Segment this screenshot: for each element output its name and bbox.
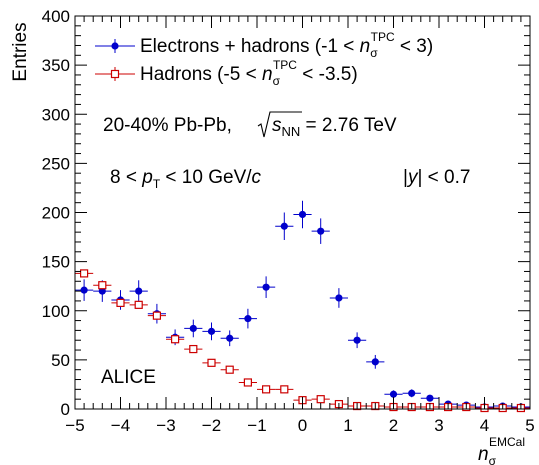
data-point [166, 335, 185, 344]
point-marker [226, 334, 234, 342]
data-point [202, 322, 221, 341]
y-tick-label: 300 [42, 105, 70, 124]
point-marker [207, 327, 216, 335]
data-point [402, 389, 421, 398]
point-marker [262, 385, 271, 394]
experiment-label: ALICE [101, 367, 156, 388]
sqrt-sign [257, 111, 302, 138]
data-point [184, 319, 203, 338]
y-tick-label: 0 [61, 400, 70, 419]
point-marker [317, 227, 325, 235]
x-tick-label: 0 [298, 416, 307, 435]
x-tick-label: 4 [480, 416, 489, 435]
legend-marker-square [110, 69, 120, 79]
legend-marker-circle [111, 42, 119, 50]
data-point [257, 276, 276, 298]
x-tick-label: 3 [434, 416, 443, 435]
data-point [202, 358, 221, 367]
y-axis-title: Entries [10, 22, 31, 81]
point-marker [189, 324, 197, 333]
point-marker [353, 336, 361, 344]
point-marker [426, 394, 434, 402]
x-tick-label: −2 [202, 416, 221, 435]
data-point [129, 280, 148, 302]
data-point [238, 378, 257, 387]
x-tick-label: 1 [343, 416, 352, 435]
point-marker [316, 395, 325, 404]
x-tick-label: −1 [247, 416, 266, 435]
data-point [129, 300, 148, 309]
sqrt-snn-text: sNN = 2.76 TeV [272, 115, 397, 139]
point-marker [80, 286, 88, 294]
y-tick-label: 150 [42, 253, 70, 272]
point-marker [371, 358, 379, 366]
data-point [184, 344, 203, 354]
data-point [293, 200, 312, 229]
data-point [366, 354, 385, 369]
legend-entry-hadrons: Hadrons (-5 < nσTPC < -3.5) [95, 58, 358, 88]
y-tick-label: 50 [51, 351, 70, 370]
legend-label-hadrons: Hadrons (-5 < nσTPC < -3.5) [140, 58, 358, 88]
point-marker [408, 389, 416, 397]
data-point [348, 332, 367, 349]
data-point [384, 390, 403, 399]
data-point [329, 288, 348, 308]
data-point [111, 298, 130, 307]
y-tick-label: 400 [42, 7, 70, 26]
y-tick-label: 100 [42, 302, 70, 321]
point-marker [280, 222, 288, 230]
y-tick-label: 250 [42, 154, 70, 173]
x-tick-label: −5 [65, 416, 84, 435]
point-marker [389, 390, 398, 398]
y-tick-label: 350 [42, 56, 70, 75]
point-marker [135, 287, 143, 295]
point-marker [262, 283, 270, 291]
collision-system-label: 20-40% Pb-Pb, [103, 115, 232, 136]
data-point [311, 395, 330, 404]
sqrt-snn-label: sNN = 2.76 TeV [257, 111, 397, 139]
x-tick-label: 2 [389, 416, 398, 435]
data-point [275, 212, 294, 241]
legend: Electrons + hadrons (-1 < nσTPC < 3) Had… [95, 30, 433, 88]
point-marker [152, 311, 161, 320]
data-point [93, 281, 112, 290]
rapidity-label: |y| < 0.7 [403, 167, 470, 188]
point-marker [171, 335, 180, 344]
point-marker [79, 269, 89, 278]
point-marker [244, 315, 252, 323]
point-marker [98, 281, 107, 290]
data-point [257, 385, 276, 394]
data-point [238, 308, 257, 329]
legend-entry-electrons: Electrons + hadrons (-1 < nσTPC < 3) [95, 30, 433, 60]
point-marker [207, 358, 216, 367]
data-point [75, 269, 94, 278]
x-tick-label: 5 [525, 416, 534, 435]
point-marker [280, 385, 289, 394]
point-marker [134, 300, 143, 309]
point-marker [298, 210, 307, 219]
data-point [420, 394, 439, 402]
data-point [275, 385, 294, 394]
point-marker [189, 344, 198, 354]
point-marker [116, 298, 125, 307]
data-point [220, 330, 239, 347]
data-point [75, 279, 94, 301]
x-tick-label: −4 [111, 416, 130, 435]
point-marker [335, 294, 343, 302]
x-axis-title: nσEMCal [478, 435, 525, 465]
pt-range-label: 8 < pT < 10 GeV/c [110, 167, 262, 191]
data-point [147, 311, 166, 320]
y-tick-label: 200 [42, 204, 70, 223]
data-point [311, 218, 330, 244]
data-point [220, 365, 239, 374]
x-tick-label: −3 [156, 416, 175, 435]
legend-label-electrons: Electrons + hadrons (-1 < nσTPC < 3) [140, 30, 433, 60]
point-marker [243, 378, 252, 387]
point-marker [225, 365, 234, 374]
